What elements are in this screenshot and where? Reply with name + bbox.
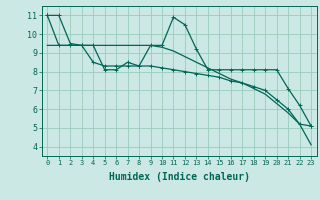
X-axis label: Humidex (Indice chaleur): Humidex (Indice chaleur)	[109, 172, 250, 182]
